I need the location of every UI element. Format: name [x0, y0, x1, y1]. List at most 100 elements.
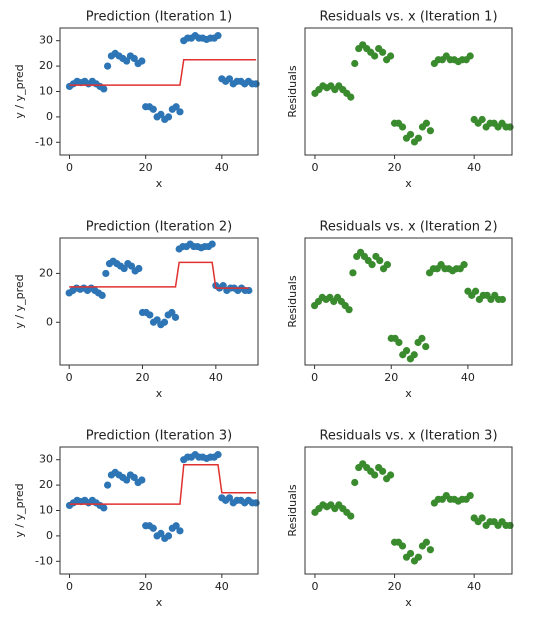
x-tick-label: 0: [311, 580, 318, 593]
data-point: [208, 240, 216, 248]
prediction-line: [69, 59, 257, 86]
data-point: [471, 287, 480, 295]
data-point: [214, 32, 222, 40]
data-point: [402, 347, 411, 355]
data-point: [252, 80, 260, 88]
data-point: [345, 306, 353, 314]
data-point: [176, 108, 184, 116]
data-point: [153, 316, 161, 324]
x-tick-label: 0: [311, 161, 318, 174]
data-point: [349, 269, 357, 277]
data-point: [395, 338, 403, 347]
data-point: [130, 473, 138, 482]
data-point: [383, 261, 392, 269]
data-point: [418, 334, 426, 342]
data-point: [98, 291, 106, 299]
data-point: [157, 110, 165, 118]
y-tick-label: 20: [39, 59, 53, 72]
data-point: [368, 261, 376, 269]
y-tick-label: 20: [39, 478, 53, 491]
data-point: [127, 262, 136, 270]
data-point: [252, 499, 260, 507]
data-point: [376, 256, 384, 265]
x-axis-label: x: [405, 596, 412, 609]
subplot-title: Residuals vs. x (Iteration 2): [319, 220, 497, 235]
x-tick-label: 40: [467, 580, 481, 593]
data-point: [130, 54, 138, 63]
data-point: [123, 476, 131, 484]
y-tick-label: -10: [35, 135, 53, 148]
subplot-title: Residuals vs. x (Iteration 3): [319, 429, 497, 444]
prediction-line: [69, 464, 257, 505]
data-point: [460, 261, 468, 269]
x-tick-label: 40: [215, 580, 229, 593]
data-point: [379, 467, 387, 475]
x-tick-label: 0: [311, 371, 318, 384]
data-point: [172, 522, 180, 530]
data-point: [100, 85, 108, 93]
data-point: [347, 512, 355, 520]
data-point: [149, 524, 157, 532]
y-tick-label: 30: [39, 453, 53, 466]
x-axis-label: x: [156, 596, 163, 609]
x-tick-label: 40: [209, 371, 223, 384]
y-axis-label: Residuals: [286, 65, 299, 117]
y-tick-label: 10: [39, 85, 53, 98]
y-tick-label: 20: [39, 266, 53, 279]
subplot-title: Residuals vs. x (Iteration 1): [319, 10, 497, 25]
prediction-line: [69, 261, 249, 289]
y-axis-label: Residuals: [286, 484, 299, 536]
data-point: [506, 521, 514, 530]
data-point: [426, 546, 434, 554]
x-tick-label: 20: [388, 161, 402, 174]
x-tick-label: 20: [384, 371, 398, 384]
data-point: [100, 504, 108, 512]
data-point: [386, 52, 395, 60]
y-axis-label: y / y_pred: [13, 483, 26, 537]
data-point: [414, 553, 423, 561]
subplot-title: Prediction (Iteration 2): [86, 220, 232, 235]
data-point: [466, 491, 474, 500]
data-point: [164, 113, 173, 121]
x-tick-label: 40: [215, 161, 229, 174]
x-axis-label: x: [405, 387, 412, 400]
data-point: [157, 529, 165, 537]
x-tick-label: 0: [66, 580, 73, 593]
x-tick-label: 40: [461, 371, 475, 384]
x-tick-label: 20: [136, 371, 150, 384]
data-point: [351, 59, 359, 68]
data-point: [103, 481, 112, 489]
axes-frame: [304, 446, 513, 575]
x-tick-label: 20: [139, 161, 153, 174]
data-point: [406, 130, 415, 139]
data-point: [406, 549, 415, 558]
data-point: [478, 514, 486, 522]
data-point: [422, 119, 431, 127]
data-point: [160, 318, 169, 326]
subplot-title: Prediction (Iteration 3): [86, 429, 232, 444]
data-point: [371, 471, 379, 479]
data-point: [371, 52, 379, 60]
axes-frame: [304, 27, 513, 156]
data-point: [214, 451, 222, 459]
data-point: [498, 295, 507, 304]
data-point: [149, 105, 157, 113]
data-point: [398, 123, 407, 131]
data-point: [164, 532, 173, 540]
x-tick-label: 20: [139, 580, 153, 593]
data-point: [146, 311, 154, 319]
data-point: [426, 127, 434, 135]
data-point: [347, 93, 355, 101]
data-point: [506, 123, 514, 131]
data-point: [466, 52, 474, 60]
data-point: [225, 75, 234, 83]
y-axis-label: y / y_pred: [13, 64, 26, 118]
data-point: [138, 476, 146, 484]
x-tick-label: 0: [66, 161, 73, 174]
data-point: [135, 264, 143, 273]
data-point: [171, 313, 180, 321]
data-point: [138, 57, 146, 65]
data-point: [123, 57, 131, 65]
data-point: [351, 478, 359, 487]
